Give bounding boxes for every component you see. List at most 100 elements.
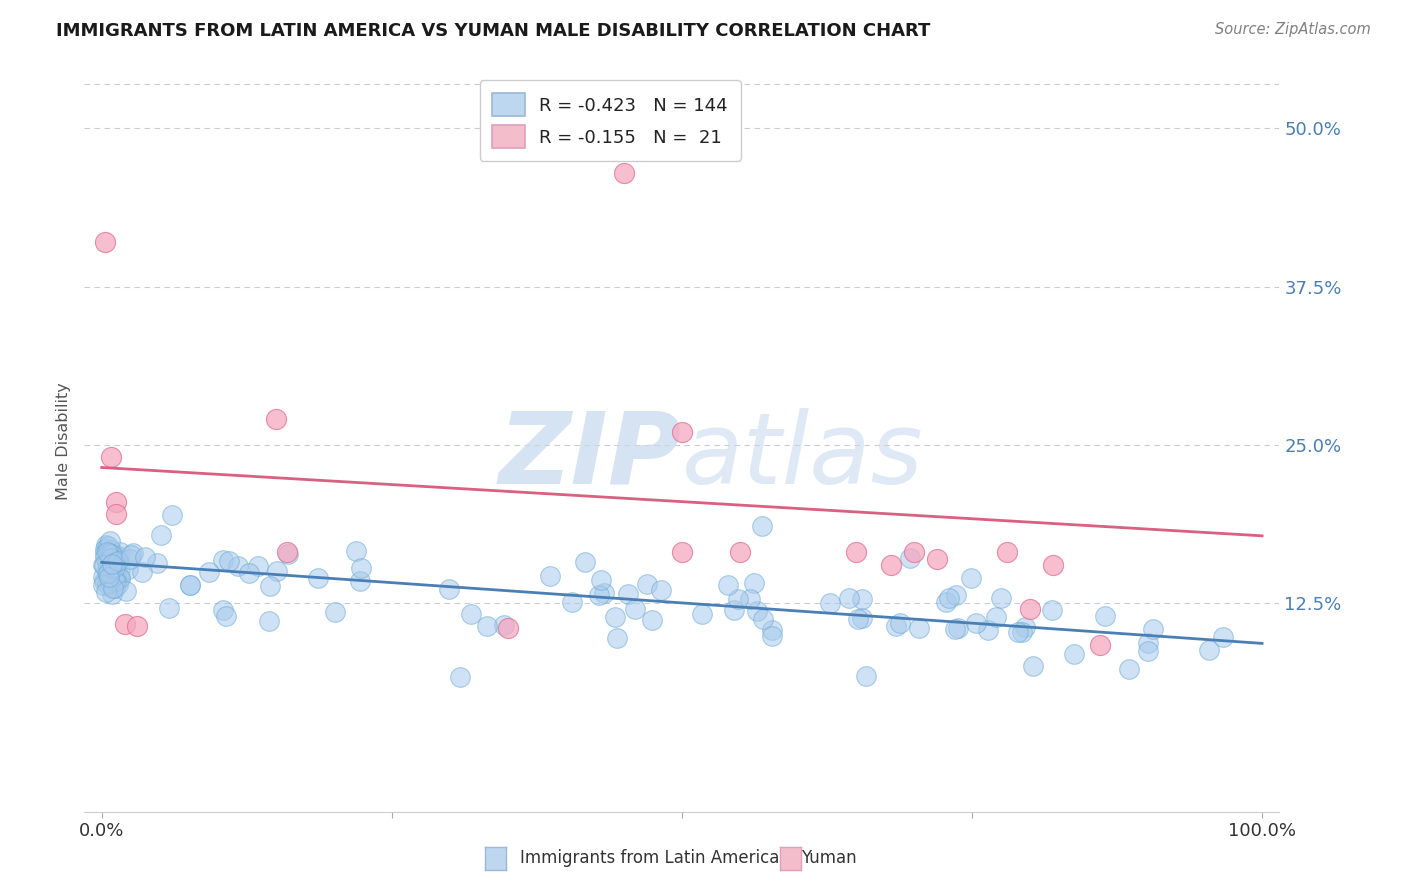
Point <box>104 581 127 595</box>
Point <box>100 557 122 571</box>
Point <box>125 618 148 632</box>
Point <box>986 610 1008 624</box>
Point <box>738 591 761 606</box>
Point <box>561 595 583 609</box>
Point <box>179 578 201 592</box>
Point <box>107 549 129 564</box>
Point <box>650 582 672 597</box>
Point <box>277 548 299 562</box>
Text: atlas: atlas <box>682 408 924 505</box>
Point <box>1088 638 1111 652</box>
Point <box>117 562 139 576</box>
Point <box>880 558 903 572</box>
Point <box>727 592 749 607</box>
Point <box>228 559 250 574</box>
Point <box>845 545 868 559</box>
Point <box>1198 642 1220 657</box>
Point <box>838 591 860 606</box>
Point <box>613 166 636 180</box>
Point <box>247 558 270 573</box>
Point <box>100 551 122 566</box>
Point <box>100 558 122 573</box>
Point <box>101 587 124 601</box>
Point <box>98 566 121 580</box>
Point <box>96 545 118 559</box>
Point <box>977 623 1000 637</box>
Point <box>589 573 612 587</box>
Point <box>108 570 131 584</box>
Point <box>118 552 141 566</box>
Point <box>96 556 118 570</box>
Point <box>592 585 614 599</box>
Point <box>108 563 131 577</box>
Point <box>494 618 516 632</box>
Point <box>101 581 124 595</box>
Point <box>851 611 873 625</box>
Point <box>742 576 765 591</box>
Point <box>115 584 138 599</box>
Point <box>751 519 773 533</box>
Point <box>350 561 373 575</box>
Point <box>624 602 647 616</box>
Point <box>898 550 921 565</box>
Point <box>93 558 115 573</box>
Point <box>818 596 841 610</box>
Point <box>108 571 131 585</box>
Point <box>884 618 907 632</box>
Point <box>948 621 970 635</box>
Point <box>449 670 471 684</box>
Point <box>1118 662 1140 676</box>
Point <box>134 550 156 565</box>
Point <box>96 576 118 591</box>
Point <box>100 450 122 465</box>
Point <box>160 508 183 523</box>
Point <box>94 235 117 250</box>
Point <box>100 542 122 557</box>
Point <box>574 555 596 569</box>
Point <box>846 611 869 625</box>
Point <box>104 566 127 580</box>
Text: Immigrants from Latin America: Immigrants from Latin America <box>520 849 779 867</box>
Point <box>94 550 117 565</box>
Point <box>215 608 238 623</box>
Text: Yuman: Yuman <box>801 849 858 867</box>
Point <box>761 629 783 643</box>
Point <box>107 554 129 568</box>
Point <box>1014 620 1036 634</box>
Point <box>751 612 773 626</box>
Point <box>728 545 751 559</box>
Point <box>212 603 235 617</box>
Point <box>179 578 201 592</box>
Point <box>960 571 983 585</box>
Point <box>889 615 911 630</box>
Point <box>1212 631 1234 645</box>
Point <box>1137 644 1160 658</box>
Point <box>93 546 115 560</box>
Point <box>903 545 925 559</box>
Point <box>98 550 121 565</box>
Point <box>671 545 693 559</box>
Point <box>104 574 127 589</box>
Point <box>723 603 745 617</box>
Point <box>146 557 169 571</box>
Point <box>104 508 127 522</box>
Point <box>349 574 371 589</box>
Point <box>671 425 693 439</box>
Point <box>307 571 329 585</box>
Point <box>717 578 740 592</box>
Point <box>104 555 127 569</box>
Point <box>606 631 628 645</box>
Point <box>935 595 957 609</box>
Point <box>1021 658 1043 673</box>
Point <box>588 588 610 602</box>
Point <box>198 565 221 579</box>
Text: IMMIGRANTS FROM LATIN AMERICA VS YUMAN MALE DISABILITY CORRELATION CHART: IMMIGRANTS FROM LATIN AMERICA VS YUMAN M… <box>56 22 931 40</box>
Point <box>94 541 117 556</box>
Point <box>101 547 124 561</box>
Point <box>965 615 987 630</box>
Point <box>98 534 121 549</box>
Point <box>1094 609 1116 624</box>
Point <box>259 614 281 628</box>
Point <box>96 565 118 579</box>
Point <box>122 545 145 559</box>
